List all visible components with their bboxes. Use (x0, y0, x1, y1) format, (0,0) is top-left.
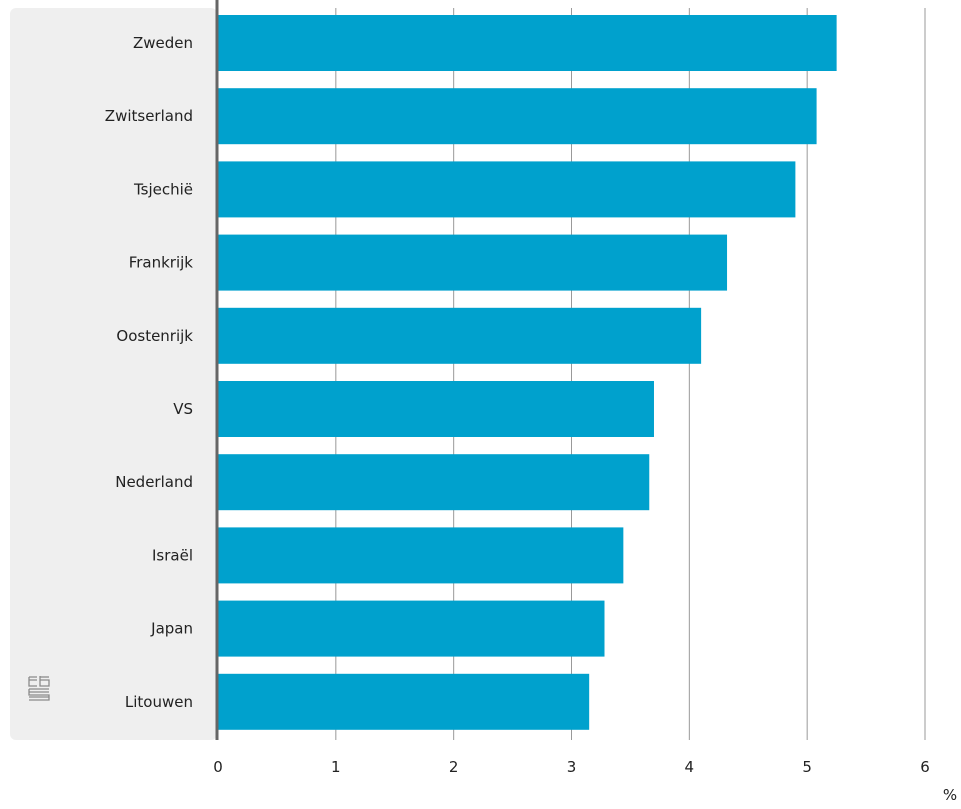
bar (218, 161, 796, 218)
cbs-logo-icon (28, 676, 50, 701)
category-label: Japan (150, 620, 193, 638)
bar (218, 307, 702, 364)
category-label: Zwitserland (105, 107, 193, 125)
bars (218, 15, 837, 730)
x-tick-label: 2 (449, 758, 459, 776)
category-label: Tsjechië (133, 180, 193, 198)
category-label: Zweden (133, 34, 193, 52)
category-label: Litouwen (125, 693, 193, 711)
category-label: VS (173, 400, 193, 418)
bar (218, 527, 624, 584)
x-tick-label: 4 (685, 758, 695, 776)
category-label: Nederland (115, 473, 193, 491)
x-tick-label: 3 (567, 758, 577, 776)
category-label: Israël (152, 546, 193, 564)
x-tick-label: 5 (802, 758, 812, 776)
x-tick-label: 0 (213, 758, 223, 776)
category-labels: Zweden Zwitserland Tsjechië Frankrijk Oosten… (105, 34, 194, 711)
x-unit-label: % (943, 786, 957, 804)
category-label: Frankrijk (129, 254, 194, 272)
category-panel (10, 8, 217, 740)
bar (218, 600, 605, 657)
x-tick-label: 1 (331, 758, 341, 776)
x-tick-labels: 0 1 2 3 4 5 6 (213, 758, 930, 776)
category-label: Oostenrijk (116, 327, 193, 345)
bar (218, 88, 817, 145)
bar (218, 454, 650, 511)
bar (218, 234, 728, 291)
bar (218, 381, 654, 437)
bar (218, 15, 837, 71)
x-tick-label: 6 (920, 758, 930, 776)
bar (218, 673, 590, 730)
